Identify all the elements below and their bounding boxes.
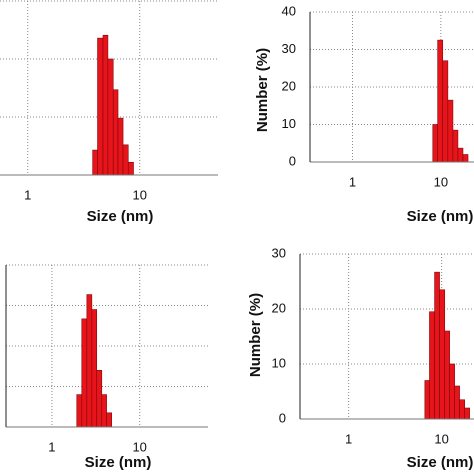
- bar: [459, 399, 465, 420]
- bar: [462, 154, 469, 163]
- bar: [442, 60, 449, 163]
- bar: [91, 309, 98, 428]
- bar: [452, 129, 459, 163]
- bar: [107, 58, 114, 176]
- bar: [117, 117, 124, 176]
- y-tick-label: 0: [279, 410, 286, 425]
- bar: [447, 99, 454, 163]
- x-tick-label: 1: [48, 439, 55, 454]
- bar: [432, 124, 438, 163]
- bar: [122, 144, 129, 176]
- bar: [437, 39, 444, 163]
- y-tick-label: 30: [272, 245, 286, 260]
- x-tick-label: 1: [349, 174, 356, 189]
- bar: [127, 161, 134, 176]
- bar: [106, 412, 113, 428]
- bar: [101, 394, 107, 428]
- bar: [97, 37, 104, 176]
- bar: [424, 380, 430, 420]
- y-tick-label: 0: [289, 153, 296, 168]
- y-tick-label: 30: [282, 41, 296, 56]
- bar: [439, 289, 446, 420]
- y-axis-label: Number (%): [254, 48, 271, 132]
- x-tick-label: 10: [132, 439, 146, 454]
- bar: [429, 311, 435, 420]
- y-tick-label: 40: [282, 3, 296, 18]
- x-tick-label: 10: [132, 187, 146, 202]
- bar: [76, 394, 83, 428]
- bar: [112, 89, 119, 176]
- bar: [454, 385, 460, 420]
- y-tick-label: 10: [272, 355, 286, 370]
- bar: [434, 271, 440, 420]
- bar: [92, 149, 98, 176]
- x-tick-label: 10: [434, 431, 448, 446]
- x-axis-label: Size (nm): [407, 454, 474, 471]
- x-axis-label: Size (nm): [407, 208, 474, 225]
- bar: [449, 363, 455, 420]
- bar: [457, 147, 464, 163]
- y-axis-label: Number (%): [247, 293, 264, 377]
- bar: [102, 34, 109, 176]
- panel: 0 10 20 30 40 1 10 Size (nm) Number (%): [254, 3, 474, 225]
- bar: [96, 369, 103, 428]
- x-tick-label: 1: [24, 187, 31, 202]
- y-tick-label: 20: [272, 300, 286, 315]
- bar: [444, 330, 450, 420]
- bar: [86, 294, 93, 428]
- x-axis-label: Size (nm): [85, 454, 152, 471]
- panel: 0 10 20 30 1 10 Size (nm) Number (%): [247, 245, 474, 471]
- bar: [464, 407, 470, 420]
- x-tick-label: 1: [345, 431, 352, 446]
- x-tick-label: 10: [434, 174, 448, 189]
- y-tick-label: 10: [282, 116, 296, 131]
- bar: [81, 318, 88, 428]
- x-axis-label: Size (nm): [87, 208, 154, 225]
- y-tick-label: 20: [282, 78, 296, 93]
